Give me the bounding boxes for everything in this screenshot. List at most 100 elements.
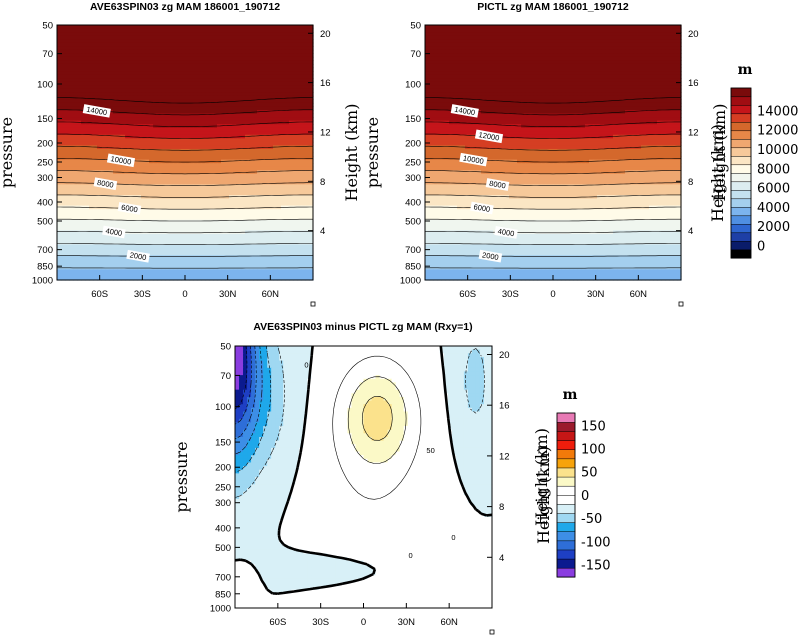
field-cell xyxy=(305,35,310,40)
field-cell xyxy=(101,272,106,278)
field-cell xyxy=(197,92,202,97)
field-cell xyxy=(157,205,162,210)
field-cell xyxy=(89,99,94,104)
field-cell xyxy=(121,35,126,40)
field-cell xyxy=(305,223,310,228)
field-cell xyxy=(301,184,306,189)
field-cell xyxy=(217,99,222,104)
field-cell xyxy=(237,269,242,274)
field-cell xyxy=(177,134,182,139)
field-cell xyxy=(473,35,478,40)
field-cell xyxy=(309,276,314,281)
field-cell xyxy=(101,187,106,193)
field-cell xyxy=(141,134,146,139)
field-cell xyxy=(141,99,146,104)
field-cell xyxy=(241,53,246,58)
field-cell xyxy=(69,272,74,278)
field-cell xyxy=(305,166,310,171)
field-cell xyxy=(253,102,258,108)
field-cell xyxy=(105,251,110,256)
field-cell xyxy=(613,35,618,40)
field-cell xyxy=(157,170,162,175)
field-cell xyxy=(213,67,218,72)
field-cell xyxy=(237,81,242,86)
field-cell xyxy=(209,92,214,97)
field-cell xyxy=(237,39,242,44)
field-cell xyxy=(85,148,90,154)
field-cell xyxy=(205,187,210,193)
field-cell xyxy=(501,25,506,30)
field-cell xyxy=(217,241,222,246)
field-cell xyxy=(129,39,134,44)
field-cell xyxy=(77,244,82,249)
field-cell xyxy=(137,191,142,196)
field-cell xyxy=(109,25,114,30)
field-cell xyxy=(189,173,194,178)
field-cell xyxy=(145,159,150,164)
field-cell xyxy=(281,191,286,196)
field-cell xyxy=(229,117,234,122)
field-cell xyxy=(129,120,134,125)
field-cell xyxy=(229,170,234,175)
field-cell xyxy=(293,276,298,281)
field-cell xyxy=(297,272,302,278)
field-cell xyxy=(633,28,638,33)
field-cell xyxy=(285,166,290,171)
field-cell xyxy=(537,35,542,40)
field-cell xyxy=(113,39,118,44)
field-cell xyxy=(181,248,186,253)
field-cell xyxy=(165,71,170,76)
field-cell xyxy=(621,35,626,40)
field-cell xyxy=(77,276,82,281)
field-cell xyxy=(161,131,166,136)
right-tick-label: 16 xyxy=(320,78,331,89)
field-cell xyxy=(281,244,286,249)
field-cell xyxy=(169,110,174,115)
field-cell xyxy=(169,156,174,161)
field-cell xyxy=(205,106,210,111)
field-cell xyxy=(153,56,158,62)
field-cell xyxy=(93,148,98,154)
field-cell xyxy=(61,272,66,278)
field-cell xyxy=(297,219,302,224)
field-cell xyxy=(65,71,70,76)
field-cell xyxy=(145,106,150,111)
field-cell xyxy=(113,60,118,65)
field-cell xyxy=(269,124,274,129)
field-cell xyxy=(177,138,182,143)
field-cell xyxy=(65,251,70,256)
field-cell xyxy=(233,219,238,224)
field-cell xyxy=(81,202,86,207)
field-cell xyxy=(189,212,194,217)
field-cell xyxy=(57,226,62,232)
field-cell xyxy=(93,166,98,171)
field-cell xyxy=(105,63,110,69)
field-cell xyxy=(125,42,130,47)
field-cell xyxy=(129,74,134,79)
field-cell xyxy=(237,138,242,143)
field-cell xyxy=(173,248,178,253)
field-cell xyxy=(269,223,274,228)
field-cell xyxy=(265,170,270,175)
field-cell xyxy=(157,92,162,97)
field-cell xyxy=(189,141,194,147)
field-cell xyxy=(249,145,254,150)
field-cell xyxy=(61,60,66,65)
field-cell xyxy=(161,145,166,150)
field-cell xyxy=(185,251,190,256)
field-cell xyxy=(161,113,166,118)
field-cell xyxy=(281,92,286,97)
field-cell xyxy=(253,209,258,214)
field-cell xyxy=(177,124,182,129)
field-cell xyxy=(301,216,306,221)
field-cell xyxy=(73,106,78,111)
field-cell xyxy=(57,145,62,150)
field-cell xyxy=(121,95,126,100)
field-cell xyxy=(77,42,82,47)
field-cell xyxy=(141,202,146,207)
field-cell xyxy=(65,177,70,182)
field-cell xyxy=(129,195,134,200)
field-cell xyxy=(217,212,222,217)
field-cell xyxy=(81,212,86,217)
field-cell xyxy=(189,166,194,171)
